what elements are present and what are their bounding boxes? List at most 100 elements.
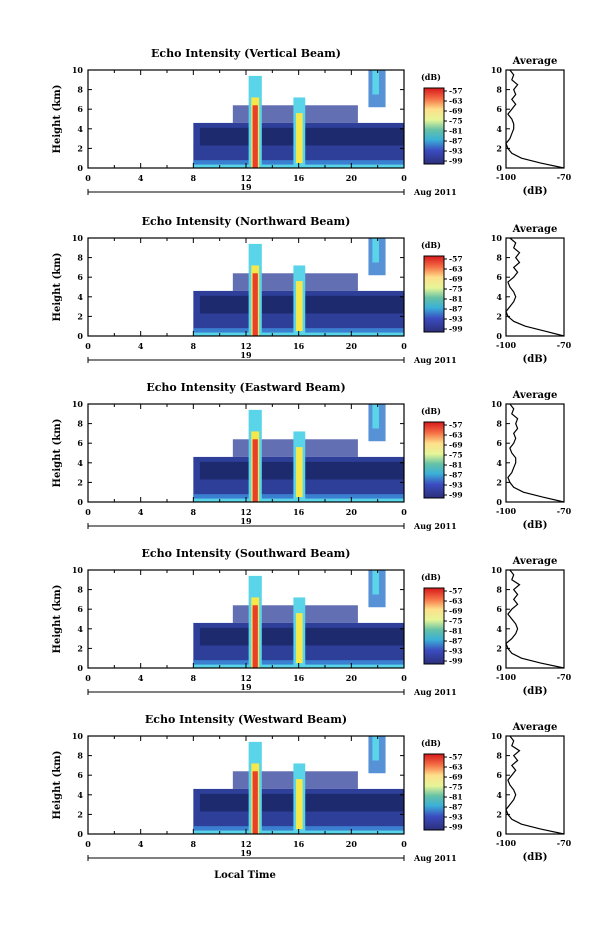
average-x-tick-label: -70 [557, 838, 572, 848]
average-y-tick-label: 2 [496, 143, 502, 153]
average-y-tick-label: 4 [496, 292, 502, 302]
average-x-tick-label: -70 [557, 506, 572, 516]
x-tick-label: 0 [85, 173, 91, 183]
colorbar-tick-label: -57 [449, 255, 463, 264]
x-tick-label: 0 [401, 173, 407, 183]
y-tick-label: 8 [77, 85, 83, 95]
x-tick-label: 0 [401, 507, 407, 517]
average-x-axis-label: (dB) [523, 354, 548, 365]
x-tick-label: 0 [401, 341, 407, 351]
day-label: 19 [240, 516, 252, 526]
average-y-tick-label: 8 [496, 585, 502, 595]
y-axis-label: Height (km) [52, 585, 63, 654]
date-label: Aug 2011 [413, 521, 457, 531]
colorbar-tick-label: -63 [449, 97, 463, 106]
colorbar-tick-label: -87 [449, 803, 463, 812]
x-tick-label: 0 [85, 507, 91, 517]
average-x-tick-label: -70 [557, 340, 572, 350]
panel-title: Echo Intensity (Northward Beam) [142, 215, 351, 228]
y-axis-label: Height (km) [52, 751, 63, 820]
y-axis-label: Height (km) [52, 419, 63, 488]
average-y-tick-label: 4 [496, 790, 502, 800]
y-tick-label: 10 [72, 233, 84, 243]
colorbar-tick-label: -99 [449, 657, 463, 666]
average-x-axis-label: (dB) [523, 520, 548, 531]
colorbar [423, 87, 445, 165]
day-label: 19 [240, 848, 252, 858]
x-tick-label: 0 [401, 673, 407, 683]
x-tick-label: 20 [346, 173, 358, 183]
x-tick-label: 0 [85, 673, 91, 683]
colorbar-tick-label: -93 [449, 481, 463, 490]
x-tick-label: 12 [240, 839, 251, 849]
average-y-tick-label: 0 [496, 663, 502, 673]
colorbar-unit: (dB) [421, 240, 441, 250]
echo-cirrus-core [372, 238, 379, 263]
x-tick-label: 8 [191, 173, 197, 183]
colorbar-tick-label: -81 [449, 793, 463, 802]
x-tick-label: 4 [138, 507, 144, 517]
y-tick-label: 4 [77, 124, 83, 134]
panel-2: Echo Intensity (Eastward Beam) 0 2 4 6 8 10 Hei… [52, 381, 572, 531]
average-y-tick-label: 4 [496, 124, 502, 134]
colorbar-tick-label: -63 [449, 265, 463, 274]
panel-title: Echo Intensity (Vertical Beam) [151, 47, 341, 60]
average-frame [505, 735, 565, 835]
average-profile-line [505, 237, 565, 337]
colorbar-tick-label: -75 [449, 783, 463, 792]
average-y-tick-label: 0 [496, 163, 502, 173]
x-tick-label: 20 [346, 341, 358, 351]
convective-column-2-core [296, 779, 303, 830]
colorbar [423, 255, 445, 333]
convective-column-2-core [296, 113, 303, 164]
y-tick-label: 2 [77, 643, 83, 653]
colorbar-tick-label: -81 [449, 295, 463, 304]
y-tick-label: 2 [77, 143, 83, 153]
average-y-tick-label: 2 [496, 311, 502, 321]
colorbar-tick-label: -69 [449, 441, 463, 450]
y-tick-label: 8 [77, 585, 83, 595]
x-tick-label: 12 [240, 507, 251, 517]
y-tick-label: 4 [77, 458, 83, 468]
average-x-axis-label: (dB) [523, 852, 548, 863]
average-y-tick-label: 6 [496, 770, 502, 780]
colorbar [423, 753, 445, 831]
date-label: Aug 2011 [413, 687, 457, 697]
colorbar-unit: (dB) [421, 406, 441, 416]
average-frame [505, 237, 565, 337]
y-tick-label: 6 [77, 438, 83, 448]
average-y-tick-label: 10 [491, 233, 503, 243]
x-tick-label: 8 [191, 341, 197, 351]
average-x-axis-label: (dB) [523, 686, 548, 697]
average-x-tick-label: -70 [557, 172, 572, 182]
colorbar-unit: (dB) [421, 738, 441, 748]
average-x-tick-label: -100 [496, 506, 516, 516]
average-y-tick-label: 10 [491, 731, 503, 741]
average-y-tick-label: 4 [496, 624, 502, 634]
average-y-tick-label: 8 [496, 253, 502, 263]
convective-column-1-core [252, 273, 258, 336]
x-axis-label-local-time: Local Time [214, 870, 276, 881]
y-tick-label: 10 [72, 65, 84, 75]
y-tick-label: 8 [77, 751, 83, 761]
x-tick-label: 4 [138, 839, 144, 849]
convective-column-2-core [296, 281, 303, 332]
average-x-tick-label: -100 [496, 340, 516, 350]
colorbar-tick-label: -69 [449, 107, 463, 116]
colorbar-unit: (dB) [421, 572, 441, 582]
average-y-tick-label: 10 [491, 65, 503, 75]
y-tick-label: 10 [72, 565, 84, 575]
colorbar-tick-label: -57 [449, 587, 463, 596]
x-tick-label: 0 [85, 839, 91, 849]
colorbar-tick-label: -57 [449, 753, 463, 762]
y-tick-label: 8 [77, 419, 83, 429]
colorbar-tick-label: -75 [449, 285, 463, 294]
x-tick-label: 8 [191, 839, 197, 849]
colorbar-tick-label: -81 [449, 461, 463, 470]
y-tick-label: 2 [77, 311, 83, 321]
y-tick-label: 4 [77, 292, 83, 302]
panel-title: Echo Intensity (Southward Beam) [142, 547, 351, 560]
x-tick-label: 4 [138, 341, 144, 351]
y-tick-label: 2 [77, 809, 83, 819]
average-y-tick-label: 6 [496, 438, 502, 448]
